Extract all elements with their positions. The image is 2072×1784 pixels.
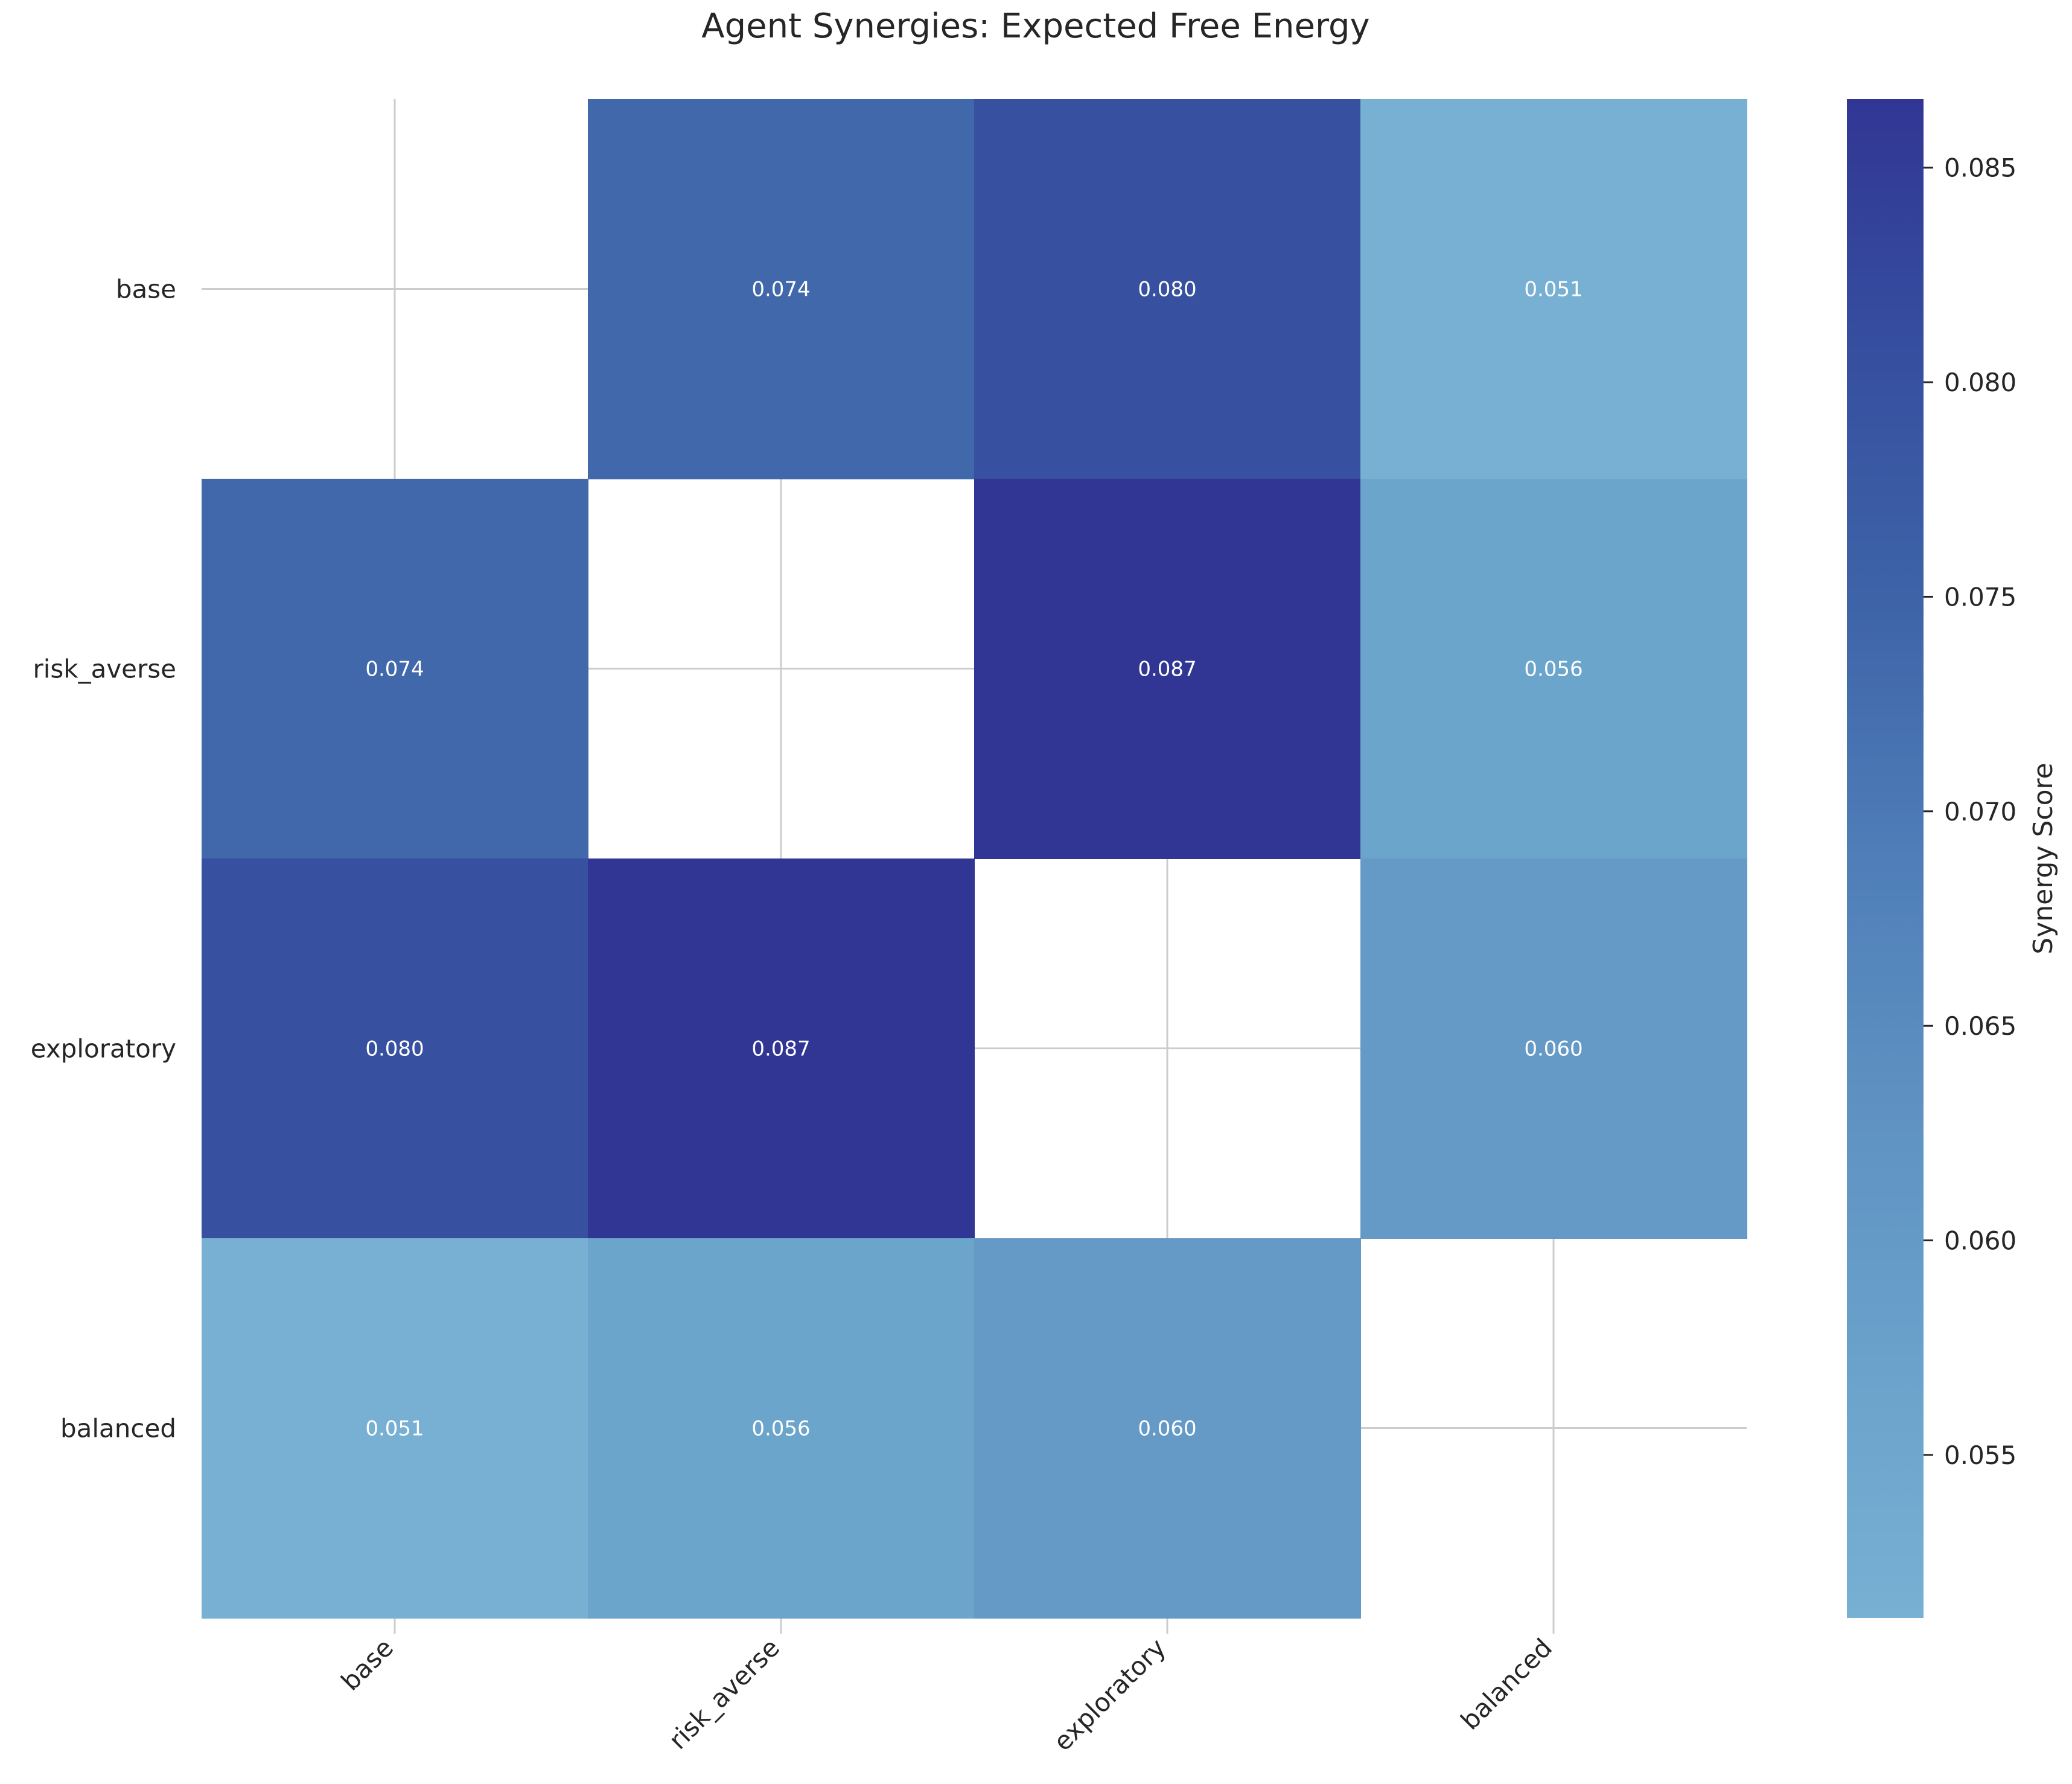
row-label: risk_averse [33, 654, 176, 684]
heatmap-cell [1360, 479, 1747, 859]
chart-title: Agent Synergies: Expected Free Energy [701, 7, 1369, 46]
heatmap-cells [202, 99, 1747, 1619]
colorbar-label: Synergy Score [2028, 763, 2059, 954]
cell-value-label: 0.056 [751, 1417, 810, 1441]
cell-value-label: 0.060 [1138, 1417, 1196, 1441]
cell-value-label: 0.087 [751, 1037, 810, 1061]
heatmap-cell [974, 479, 1361, 859]
heatmap-cell [588, 1238, 975, 1619]
row-label: balanced [60, 1414, 176, 1444]
cell-value-label: 0.087 [1138, 657, 1196, 682]
cell-value-label: 0.060 [1524, 1037, 1583, 1061]
colorbar-tick-label: 0.065 [1944, 1011, 2016, 1041]
heatmap-cell [202, 479, 588, 859]
cell-value-label: 0.080 [365, 1037, 424, 1061]
colorbar: 0.055 0.060 0.065 0.070 0.075 0.080 0.085 Syne… [1847, 99, 2059, 1618]
colorbar-tick-label: 0.055 [1944, 1440, 2016, 1470]
heatmap-cell [1360, 99, 1747, 479]
heatmap-cell [974, 99, 1361, 479]
row-label: base [116, 275, 176, 304]
colorbar-tick-label: 0.080 [1944, 368, 2016, 397]
heatmap-cell [588, 99, 975, 479]
heatmap-cell [974, 1238, 1361, 1619]
colorbar-tick-label: 0.060 [1944, 1226, 2016, 1256]
cell-value-label: 0.074 [365, 657, 424, 682]
cell-value-label: 0.074 [751, 278, 810, 302]
cell-value-label: 0.056 [1524, 657, 1583, 682]
colorbar-gradient [1847, 99, 1924, 1618]
cell-value-label: 0.080 [1138, 278, 1196, 302]
heatmap-cell [202, 1238, 588, 1619]
colorbar-ticks: 0.055 0.060 0.065 0.070 0.075 0.080 0.085 [1924, 153, 2016, 1470]
colorbar-tick-label: 0.070 [1944, 797, 2016, 826]
colorbar-tick-label: 0.085 [1944, 153, 2016, 183]
heatmap-cell [1360, 858, 1747, 1239]
heatmap-cell [588, 858, 975, 1239]
heatmap-cell [202, 858, 588, 1239]
cell-value-label: 0.051 [1524, 278, 1583, 302]
row-label: exploratory [31, 1034, 176, 1064]
colorbar-tick-label: 0.075 [1944, 582, 2016, 612]
row-labels: base risk_averse exploratory balanced [31, 275, 176, 1444]
cell-value-label: 0.051 [365, 1417, 424, 1441]
cell-annotations: 0.074 0.080 0.051 0.074 0.087 0.056 0.080 0.087… [365, 278, 1583, 1441]
